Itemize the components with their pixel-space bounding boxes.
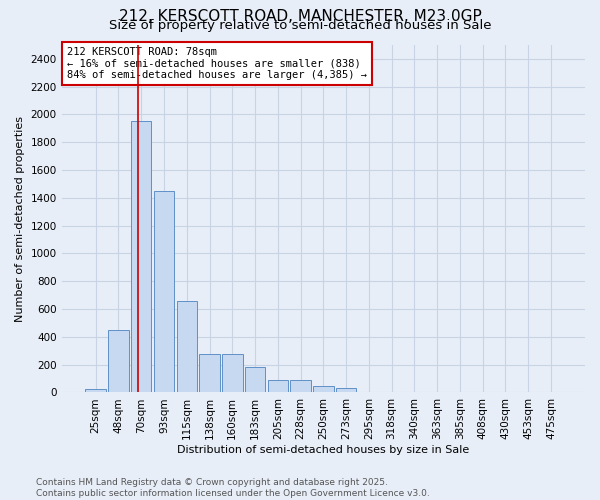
- Text: 212, KERSCOTT ROAD, MANCHESTER, M23 0GP: 212, KERSCOTT ROAD, MANCHESTER, M23 0GP: [119, 9, 481, 24]
- Bar: [222, 354, 242, 393]
- Bar: [85, 389, 106, 392]
- Bar: [108, 330, 129, 392]
- Bar: [313, 386, 334, 392]
- X-axis label: Distribution of semi-detached houses by size in Sale: Distribution of semi-detached houses by …: [177, 445, 469, 455]
- Bar: [176, 300, 197, 392]
- Text: Contains HM Land Registry data © Crown copyright and database right 2025.
Contai: Contains HM Land Registry data © Crown c…: [36, 478, 430, 498]
- Bar: [268, 380, 288, 392]
- Bar: [245, 366, 265, 392]
- Bar: [131, 122, 151, 392]
- Bar: [290, 380, 311, 392]
- Bar: [199, 354, 220, 393]
- Bar: [154, 191, 174, 392]
- Bar: [336, 388, 356, 392]
- Text: 212 KERSCOTT ROAD: 78sqm
← 16% of semi-detached houses are smaller (838)
84% of : 212 KERSCOTT ROAD: 78sqm ← 16% of semi-d…: [67, 46, 367, 80]
- Text: Size of property relative to semi-detached houses in Sale: Size of property relative to semi-detach…: [109, 19, 491, 32]
- Y-axis label: Number of semi-detached properties: Number of semi-detached properties: [15, 116, 25, 322]
